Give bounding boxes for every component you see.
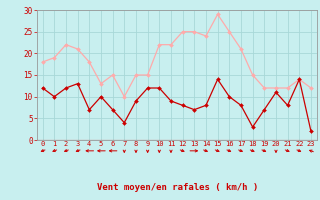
Text: Vent moyen/en rafales ( km/h ): Vent moyen/en rafales ( km/h ) <box>97 183 258 192</box>
